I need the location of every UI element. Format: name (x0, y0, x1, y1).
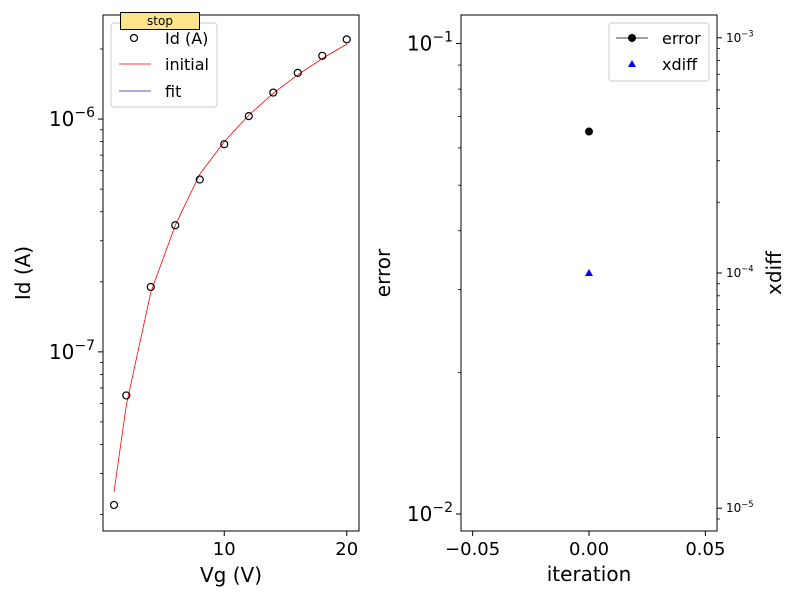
id-point (109, 500, 119, 510)
id-point (244, 112, 253, 121)
x-tick-label: 0.05 (685, 539, 725, 560)
right-legend: error xdiff (608, 22, 710, 82)
xdiff-point (585, 269, 593, 276)
y2-tick-label: 10−4 (726, 264, 754, 280)
x-tick-label: 10 (213, 539, 236, 560)
left-y-ticks: 10−7 10−6 (49, 48, 103, 515)
id-point (122, 391, 131, 400)
y-tick-label: 10−2 (407, 500, 453, 526)
id-point (146, 282, 155, 292)
y-tick-label: 10−6 (49, 105, 95, 131)
initial-line (113, 43, 348, 493)
legend-label-error: error (662, 29, 701, 48)
left-x-axis-label: Vg (V) (200, 563, 262, 587)
y2-tick-label: 10−3 (726, 28, 754, 44)
left-x-ticks: 10 20 (213, 531, 358, 560)
x-tick-label: −0.05 (445, 539, 500, 560)
initial-series (113, 43, 348, 493)
id-point (269, 88, 278, 97)
legend-marker-error (628, 34, 636, 42)
left-legend: Id (A) initial fit (110, 22, 218, 108)
stop-button[interactable]: stop (120, 12, 200, 30)
legend-label-id: Id (A) (165, 29, 208, 48)
legend-marker-id (129, 33, 139, 43)
error-point (585, 127, 593, 136)
x-tick-label: 20 (335, 539, 358, 560)
y2-tick-label: 10−5 (726, 499, 754, 515)
legend-label-initial: initial (165, 55, 209, 74)
legend-label-fit: fit (165, 82, 181, 101)
legend-marker-xdiff (628, 60, 636, 67)
y-tick-label: 10−7 (49, 338, 95, 364)
legend-label-xdiff: xdiff (662, 55, 698, 74)
right-x-axis-label: iteration (547, 562, 632, 586)
right-y-axis-label: error (371, 248, 395, 297)
right-panel: −0.05 0.00 0.05 10−2 10−1 10−5 10−4 10−3 iter… (371, 14, 786, 586)
right-y2-ticks: 10−5 10−4 10−3 (717, 28, 754, 520)
left-y-axis-label: Id (A) (11, 246, 35, 300)
left-panel: 10 20 10−7 10−6 Vg (V) Id (A) Id (A) initi… (11, 14, 360, 587)
id-point (293, 68, 302, 77)
x-tick-label: 0.00 (569, 539, 609, 560)
id-series (109, 35, 351, 510)
id-point (171, 221, 180, 230)
right-y2-axis-label: xdiff (762, 250, 786, 295)
right-x-ticks: −0.05 0.00 0.05 (445, 531, 725, 560)
right-plot-area (460, 14, 718, 532)
right-series (585, 127, 593, 276)
id-point (318, 51, 327, 60)
y-tick-label: 10−1 (407, 30, 453, 56)
id-point (342, 35, 351, 44)
id-point (220, 140, 229, 149)
id-point (195, 175, 204, 184)
right-y-ticks: 10−2 10−1 (407, 30, 461, 526)
